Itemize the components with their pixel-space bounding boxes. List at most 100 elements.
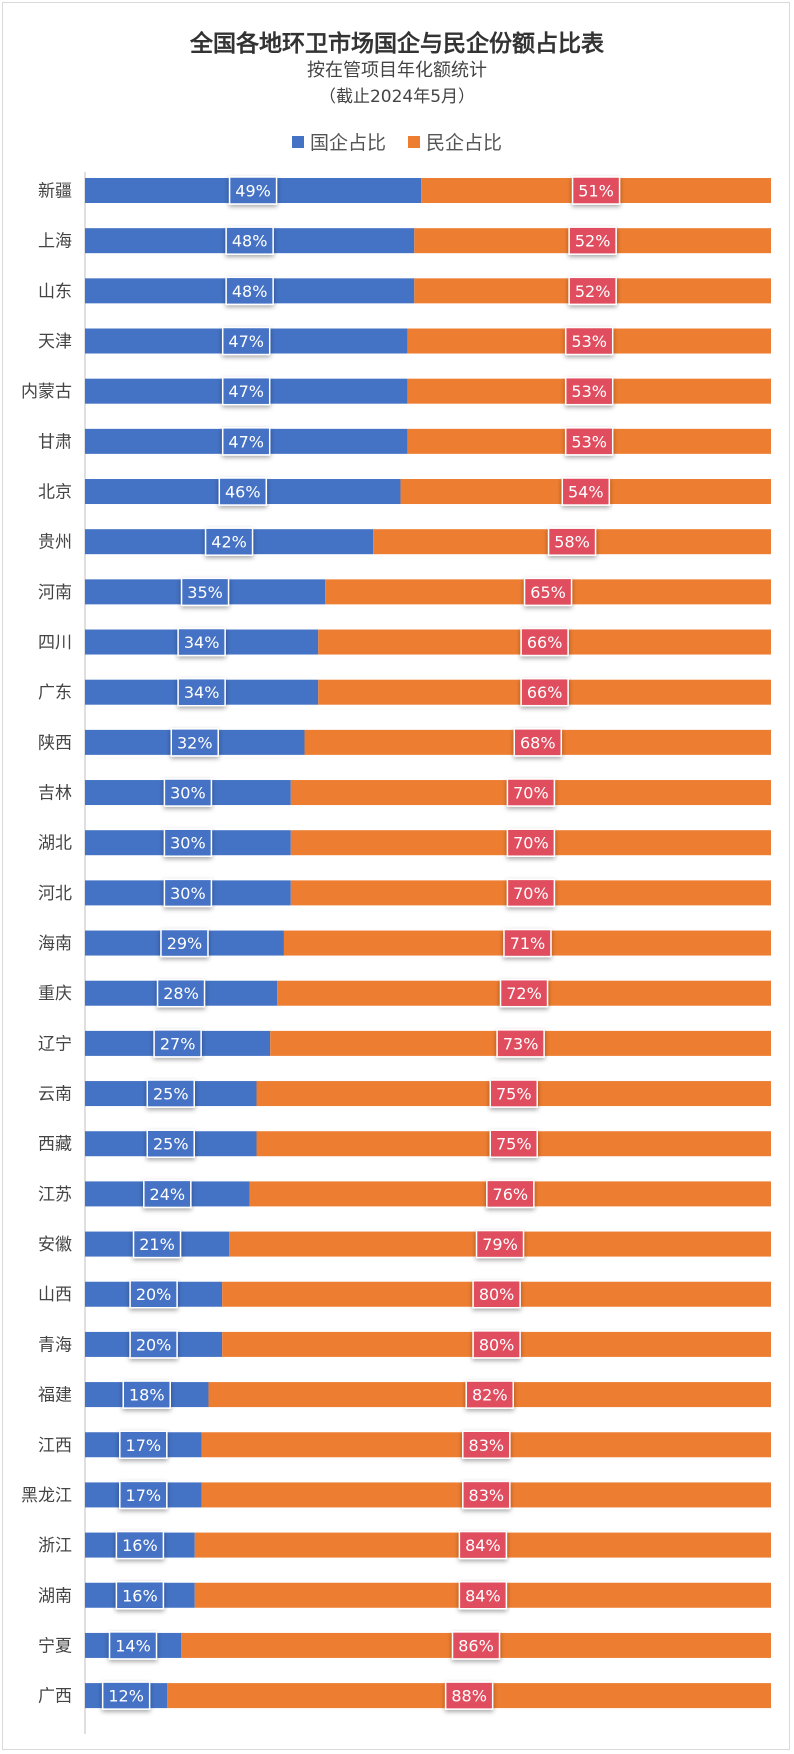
data-label-box-private <box>462 1430 511 1459</box>
data-label-soe: 16% <box>122 1536 158 1555</box>
category-label: 浙江 <box>38 1536 72 1556</box>
data-label-soe: 47% <box>228 432 264 451</box>
data-label-box-private <box>451 1631 501 1660</box>
data-label-private: 71% <box>510 934 546 953</box>
data-label-soe: 29% <box>167 934 203 953</box>
data-label-private: 76% <box>493 1185 529 1204</box>
data-label-private: 68% <box>520 733 556 752</box>
data-label-soe: 30% <box>170 884 206 903</box>
data-label-private: 75% <box>496 1085 532 1104</box>
data-label-box-private <box>513 728 563 757</box>
data-label-box-soe <box>119 1480 168 1510</box>
data-label-box-private <box>564 427 614 456</box>
data-label-soe: 14% <box>115 1636 151 1655</box>
data-label-private: 84% <box>465 1586 501 1605</box>
data-label-box-private <box>520 677 569 707</box>
data-label-private: 53% <box>571 332 607 351</box>
category-label: 青海 <box>38 1335 72 1355</box>
data-label-soe: 17% <box>126 1436 162 1455</box>
legend-swatch-soe <box>291 135 304 148</box>
data-label-private: 84% <box>465 1536 501 1555</box>
data-label-box-private <box>496 1029 545 1058</box>
data-label-box-soe <box>180 577 230 607</box>
data-label-box-private <box>523 577 573 607</box>
data-label-box-soe <box>163 878 213 908</box>
category-label: 北京 <box>38 483 72 503</box>
data-label-private: 86% <box>458 1636 494 1655</box>
data-label-soe: 47% <box>228 382 264 401</box>
data-label-box-private <box>462 1480 511 1510</box>
data-label-private: 82% <box>472 1386 508 1405</box>
data-label-private: 58% <box>554 533 590 552</box>
data-label-box-private <box>568 276 617 306</box>
data-label-box-soe <box>228 176 278 205</box>
data-label-soe: 46% <box>225 483 261 502</box>
data-label-soe: 25% <box>153 1085 189 1104</box>
data-label-box-soe <box>221 326 271 356</box>
data-label-box-soe <box>108 1631 158 1660</box>
data-label-box-private <box>520 627 569 657</box>
data-label-private: 66% <box>527 683 563 702</box>
data-label-box-private <box>489 1129 538 1158</box>
legend-item-private: 民企占比 <box>408 128 502 155</box>
category-label: 西藏 <box>38 1135 72 1155</box>
category-label: 天津 <box>38 332 72 352</box>
data-label-box-private <box>564 376 614 406</box>
data-label-box-private <box>506 878 556 908</box>
data-label-private: 80% <box>479 1285 515 1304</box>
data-label-private: 65% <box>530 583 566 602</box>
data-label-soe: 35% <box>187 583 223 602</box>
data-label-private: 54% <box>568 483 604 502</box>
data-label-private: 72% <box>506 984 542 1003</box>
data-label-private: 70% <box>513 834 549 853</box>
data-label-box-soe <box>132 1229 182 1259</box>
data-label-soe: 28% <box>163 984 199 1003</box>
category-label: 广西 <box>38 1687 72 1707</box>
category-label: 海南 <box>38 934 72 954</box>
data-label-box-soe <box>177 627 226 657</box>
data-label-private: 83% <box>469 1436 505 1455</box>
data-label-private: 83% <box>469 1486 505 1505</box>
data-label-box-private <box>506 828 556 857</box>
category-label: 广东 <box>38 683 72 703</box>
data-label-box-soe <box>160 928 209 958</box>
data-label-soe: 47% <box>228 332 264 351</box>
data-label-box-soe <box>129 1330 178 1359</box>
data-label-soe: 49% <box>235 182 271 201</box>
legend-swatch-private <box>408 135 420 148</box>
chart-note: （截止2024年5月） <box>318 87 476 107</box>
data-label-box-private <box>499 978 549 1008</box>
data-label-soe: 20% <box>136 1335 172 1354</box>
category-label: 贵州 <box>38 533 72 553</box>
data-label-box-soe <box>221 427 271 456</box>
category-label: 黑龙江 <box>21 1486 72 1506</box>
data-label-box-private <box>486 1179 535 1209</box>
category-label: 河南 <box>38 583 72 603</box>
data-label-box-soe <box>225 276 274 306</box>
data-label-box-private <box>458 1530 508 1560</box>
category-label: 山西 <box>38 1285 72 1305</box>
category-label: 云南 <box>38 1085 72 1105</box>
legend: 国企占比 民企占比 <box>0 128 794 155</box>
data-label-box-private <box>506 778 556 807</box>
data-label-soe: 30% <box>170 834 206 853</box>
data-label-soe: 18% <box>129 1386 165 1405</box>
category-label: 甘肃 <box>38 432 72 452</box>
data-label-box-soe <box>177 677 226 707</box>
data-label-soe: 42% <box>211 533 247 552</box>
data-label-soe: 34% <box>184 683 220 702</box>
category-label: 重庆 <box>38 984 72 1004</box>
data-label-box-private <box>475 1229 525 1259</box>
data-label-private: 79% <box>482 1235 518 1254</box>
data-label-private: 88% <box>451 1687 487 1706</box>
chart-subtitle: 按在管项目年化额统计 <box>307 60 487 81</box>
data-label-private: 70% <box>513 784 549 803</box>
category-label: 安徽 <box>38 1235 72 1255</box>
category-label: 陕西 <box>38 733 72 753</box>
data-label-soe: 25% <box>153 1135 189 1154</box>
data-label-box-soe <box>225 226 274 255</box>
category-label: 江苏 <box>38 1185 72 1205</box>
category-label: 湖南 <box>38 1586 72 1606</box>
data-label-soe: 48% <box>232 282 268 301</box>
data-label-box-private <box>571 176 621 205</box>
